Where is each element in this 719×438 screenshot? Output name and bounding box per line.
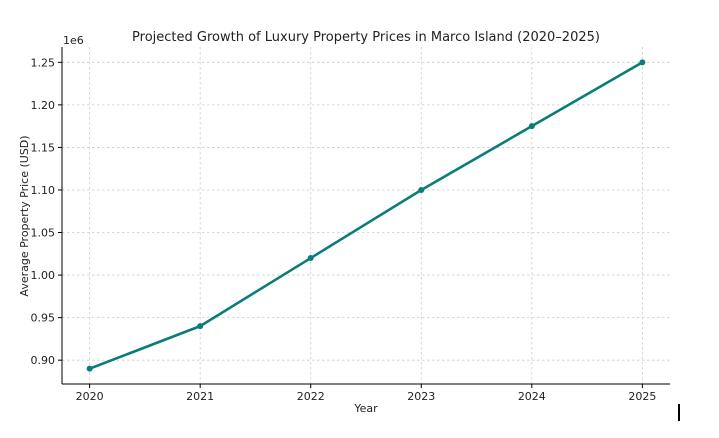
axes: 2020 2021 2022 2023 2024 2025 0.90 0.95 1.00 1.05… (31, 47, 670, 403)
data-point (307, 255, 314, 262)
data-point (528, 123, 535, 130)
x-tick-label: 2025 (628, 390, 656, 403)
data-point (418, 186, 425, 193)
y-tick-label: 1.00 (31, 269, 56, 282)
x-tick-label: 2021 (186, 390, 214, 403)
y-offset-label: 1e6 (63, 34, 84, 47)
y-tick-label: 0.95 (31, 312, 56, 325)
series-layer (86, 59, 646, 372)
chart-title: Projected Growth of Luxury Property Pric… (132, 30, 600, 45)
y-tick-label: 1.05 (31, 227, 56, 240)
y-tick-label: 1.15 (31, 141, 56, 154)
y-tick-label: 1.25 (31, 56, 56, 69)
y-axis-label: Average Property Price (USD) (18, 135, 31, 296)
y-tick-label: 1.20 (31, 99, 56, 112)
x-tick-label: 2023 (407, 390, 435, 403)
x-tick-label: 2022 (297, 390, 325, 403)
data-point (86, 365, 93, 372)
x-axis-label: Year (353, 402, 378, 415)
y-tick-label: 0.90 (31, 354, 56, 367)
data-point (197, 323, 204, 330)
x-tick-label: 2020 (76, 390, 104, 403)
data-point (639, 59, 646, 66)
x-tick-label: 2024 (518, 390, 546, 403)
series-line (88, 61, 644, 370)
text-cursor (678, 404, 680, 421)
y-tick-label: 1.10 (31, 184, 56, 197)
